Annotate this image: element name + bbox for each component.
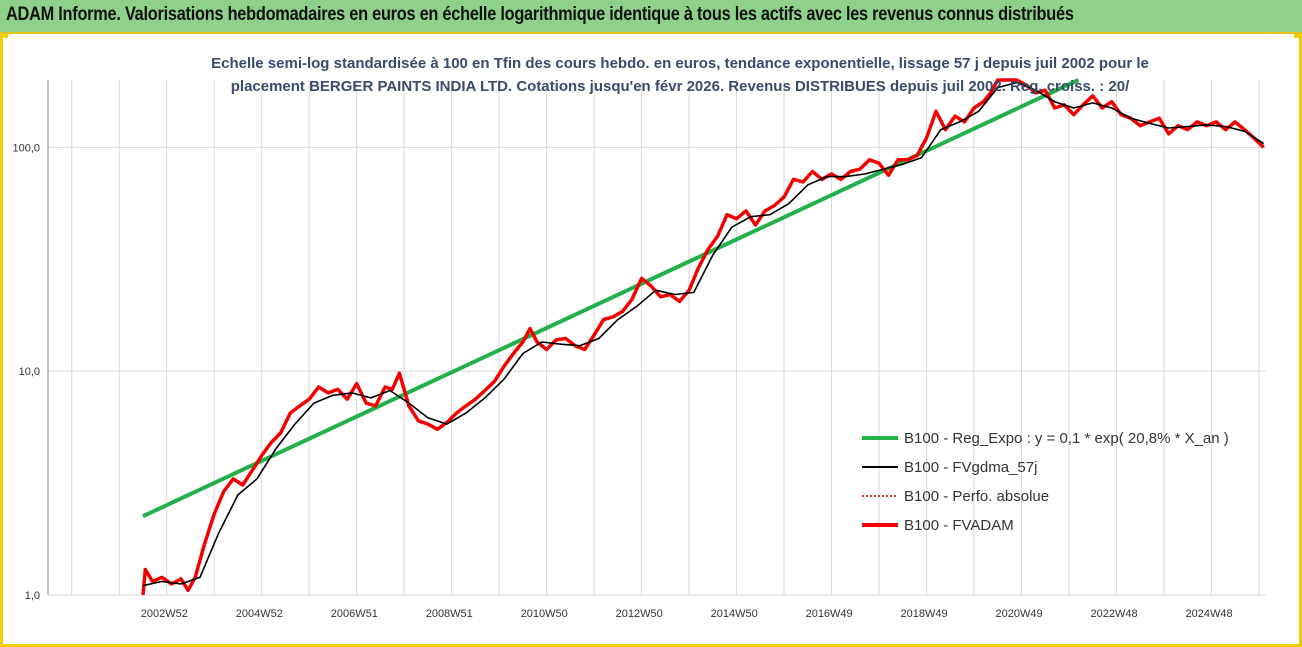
- series-perfo-absolue: [142, 79, 1264, 595]
- chart-title-line-2: placement BERGER PAINTS INDIA LTD. Cotat…: [230, 78, 1130, 95]
- chart-title-line-1: Echelle semi-log standardisée à 100 en T…: [211, 55, 1149, 72]
- chart-series: [141, 78, 1265, 595]
- series-fvgdma-57j: [142, 81, 1265, 587]
- x-tick-label: 2008W51: [426, 608, 473, 620]
- legend-label: B100 - FVgdma_57j: [904, 459, 1037, 476]
- frame-corner-right: [1294, 34, 1302, 38]
- x-tick-label: 2016W49: [806, 608, 853, 620]
- legend-label: B100 - FVADAM: [904, 517, 1014, 534]
- x-tick-label: 2006W51: [331, 608, 378, 620]
- x-tick-label: 2018W49: [901, 608, 948, 620]
- x-tick-label: 2024W48: [1185, 608, 1232, 620]
- x-tick-label: 2020W49: [996, 608, 1043, 620]
- series-reg-expo: [142, 78, 1080, 519]
- x-tick-label: 2012W50: [616, 608, 663, 620]
- banner-title: ADAM Informe. Valorisations hebdomadaire…: [6, 4, 1074, 25]
- y-tick-label: 100,0: [12, 142, 40, 154]
- x-tick-label: 2004W52: [236, 608, 283, 620]
- chart-axes: 1,0 10,0 100,0 2002W52 2004W52 2006W51 2008W51…: [12, 80, 1233, 620]
- x-tick-label: 2022W48: [1090, 608, 1137, 620]
- legend-label: B100 - Perfo. absolue: [904, 488, 1049, 505]
- title-banner: ADAM Informe. Valorisations hebdomadaire…: [0, 0, 1302, 34]
- x-tick-label: 2010W50: [521, 608, 568, 620]
- y-tick-label: 1,0: [25, 590, 40, 602]
- y-tick-label: 10,0: [19, 366, 40, 378]
- legend-label: B100 - Reg_Expo : y = 0,1 * exp( 20,8% *…: [904, 430, 1229, 447]
- series-fvadam: [141, 78, 1265, 595]
- chart-legend: B100 - Reg_Expo : y = 0,1 * exp( 20,8% *…: [862, 430, 1229, 534]
- x-tick-label: 2014W50: [711, 608, 758, 620]
- chart-frame: [0, 34, 1302, 647]
- chart-grid: [48, 80, 1266, 596]
- x-tick-label: 2002W52: [141, 608, 188, 620]
- frame-corner-left: [0, 34, 8, 38]
